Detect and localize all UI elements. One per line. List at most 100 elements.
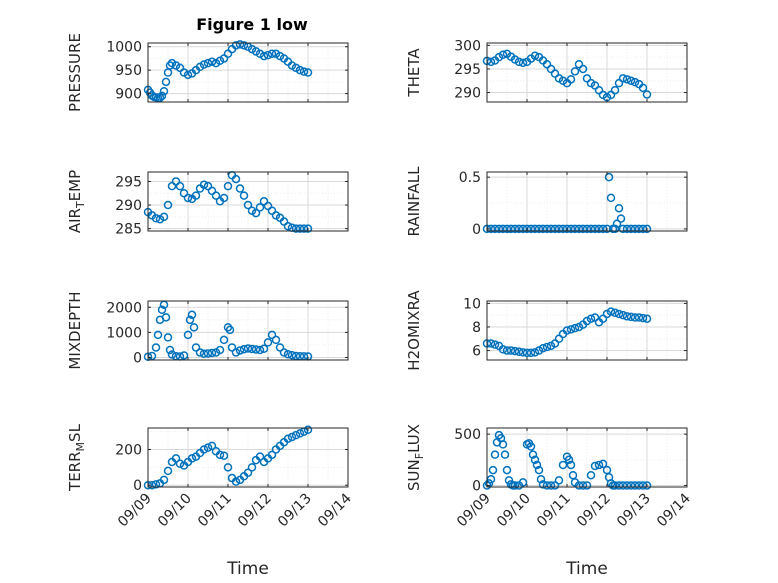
data-point [179, 351, 189, 360]
data-point [538, 343, 548, 353]
data-point [582, 224, 592, 234]
data-point [518, 348, 528, 357]
data-point [522, 224, 532, 234]
data-point [203, 349, 213, 358]
data-point [594, 460, 604, 470]
data-point [642, 314, 652, 323]
data-point [203, 443, 213, 452]
data-point [634, 481, 644, 490]
data-point [243, 200, 253, 210]
data-point [502, 465, 512, 475]
data-point [191, 343, 201, 352]
data-point [215, 345, 225, 355]
data-point [235, 346, 245, 355]
data-point [562, 224, 572, 234]
data-point [564, 455, 574, 465]
data-point [227, 343, 237, 352]
data-point [500, 450, 510, 459]
data-point [570, 224, 580, 234]
panel-h2omixra: 6 8 10 H2OMIXRA [405, 290, 688, 371]
data-point [622, 75, 632, 84]
data-point [610, 224, 620, 234]
data-point [638, 313, 648, 323]
data-point [189, 323, 199, 332]
plot-area [148, 301, 348, 360]
data-point [502, 346, 512, 355]
data-point [161, 77, 171, 87]
data-point [239, 344, 249, 354]
data-point [251, 345, 261, 354]
data-point [586, 470, 596, 480]
data-point [157, 305, 167, 315]
y-tick-label: 0.5 [459, 170, 481, 186]
data-point [219, 451, 229, 460]
panel-pressure: 900 950 1000 PRESSURE [66, 33, 349, 112]
y-tick-label: 500 [454, 427, 481, 443]
data-point [159, 86, 169, 96]
y-axis-label: MIXDEPTH [66, 291, 84, 369]
data-point [223, 463, 233, 472]
panel-theta: 290 295 300 THETA [405, 38, 688, 103]
data-point [558, 460, 568, 470]
data-point [542, 481, 552, 490]
data-point [291, 430, 301, 440]
y-tick-label: 295 [454, 62, 481, 78]
data-point [163, 466, 173, 476]
y-tick-label: 290 [454, 86, 481, 102]
data-point [165, 345, 175, 355]
panel-rainfall: 0 0.5 RAINFALL [405, 166, 688, 238]
data-point [283, 222, 293, 231]
data-point [225, 325, 235, 335]
data-point [534, 224, 544, 234]
data-point [604, 172, 614, 182]
data-point [271, 335, 281, 345]
data-point [207, 441, 217, 451]
data-point [538, 224, 548, 234]
data-point [534, 465, 544, 475]
data-point [614, 481, 624, 490]
data-point [506, 224, 516, 234]
y-axis-label: RAINFALL [405, 166, 423, 237]
data-point [538, 480, 548, 489]
data-point [247, 344, 257, 354]
data-point [255, 452, 265, 461]
data-point [614, 309, 624, 319]
data-point [542, 342, 552, 352]
y-axis-label: AIRTEMP [66, 170, 87, 233]
y-tick-label: 1000 [106, 325, 142, 341]
data-point [291, 351, 301, 361]
data-point [255, 203, 265, 212]
data-point [215, 450, 225, 460]
x-axis-label: Time [226, 559, 269, 579]
plot-area [487, 301, 687, 360]
data-point [622, 312, 632, 321]
data-point [187, 454, 197, 463]
data-point [614, 203, 624, 213]
data-point [566, 75, 576, 84]
data-point [618, 310, 628, 320]
data-point [566, 325, 576, 334]
data-point [578, 224, 588, 234]
axes-box [147, 300, 349, 361]
data-point [514, 57, 524, 67]
y-tick-label: 10 [463, 296, 481, 312]
data-point [494, 224, 504, 234]
data-point [630, 313, 640, 322]
data-point [239, 41, 249, 50]
data-point [251, 208, 261, 218]
data-point [490, 224, 500, 234]
data-point [518, 58, 528, 68]
data-point [626, 481, 636, 490]
data-point [223, 181, 233, 191]
axes-box [486, 427, 688, 488]
data-point [642, 90, 652, 99]
data-point [155, 93, 165, 103]
data-point [602, 224, 612, 234]
data-point [159, 212, 169, 222]
data-point [151, 214, 161, 223]
y-tick-label: 1000 [106, 40, 142, 56]
data-point [187, 310, 197, 320]
data-point [295, 429, 305, 438]
data-point [562, 326, 572, 335]
y-tick-label: 300 [454, 38, 481, 54]
